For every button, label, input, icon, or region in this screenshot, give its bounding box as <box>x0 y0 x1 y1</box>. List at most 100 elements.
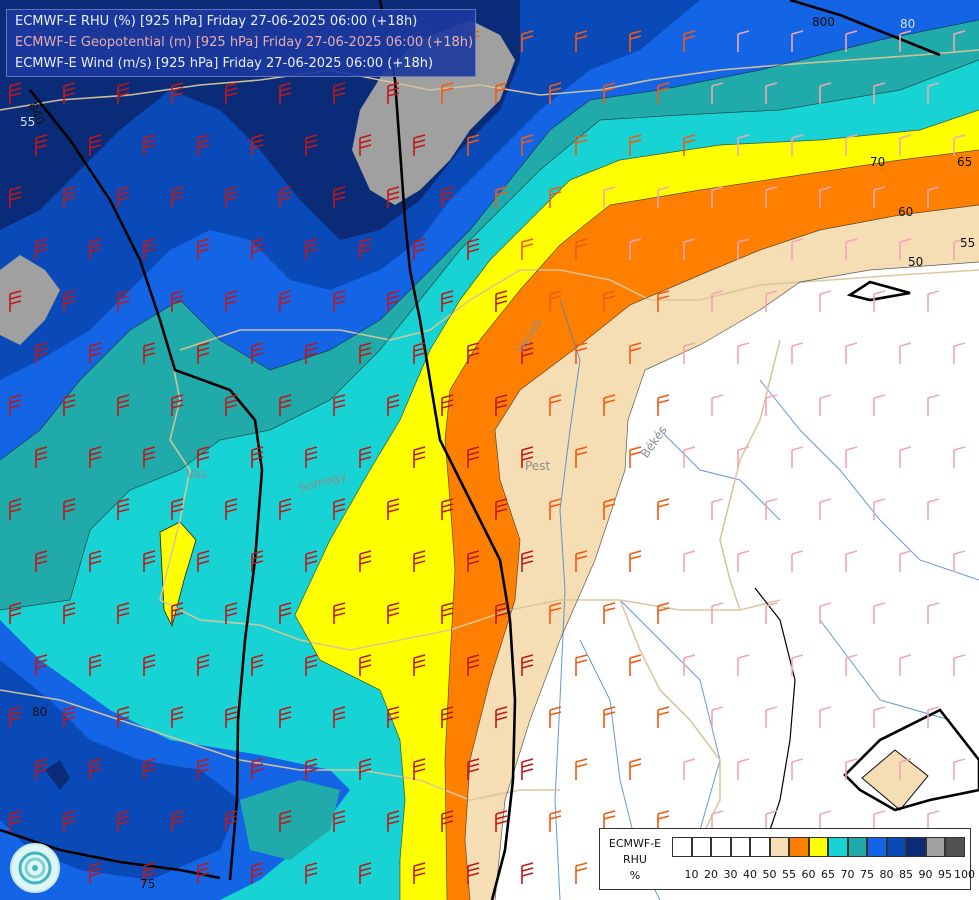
wind-barb <box>927 186 940 208</box>
wind-barb <box>657 602 670 624</box>
wind-barb <box>765 82 778 104</box>
legend-swatch <box>828 837 848 857</box>
legend-tick: 20 <box>704 868 718 881</box>
title-wind: ECMWF-E Wind (m/s) [925 hPa] Friday 27-0… <box>15 56 434 71</box>
wind-barb <box>575 238 588 260</box>
contour-label: 60 <box>898 205 913 219</box>
legend-swatch <box>906 837 926 857</box>
wind-barb <box>359 238 372 260</box>
wind-barb <box>845 550 858 572</box>
wind-barb <box>765 602 778 624</box>
wind-barb <box>467 550 480 572</box>
wind-barb <box>333 810 346 832</box>
contour-label: 50 <box>908 255 923 269</box>
wind-barb <box>413 134 426 156</box>
wind-barb <box>657 186 670 208</box>
wind-barb <box>495 394 508 416</box>
wind-barb <box>35 134 48 156</box>
rhu-fill-diamond <box>861 749 929 811</box>
wind-barb <box>333 82 346 104</box>
wind-barb <box>549 186 562 208</box>
wind-barb <box>629 238 642 260</box>
wind-barb <box>279 706 292 728</box>
wind-barb <box>495 810 508 832</box>
wind-barb <box>279 186 292 208</box>
wind-barb <box>9 290 22 312</box>
wind-barb <box>737 238 750 260</box>
wind-barb <box>549 810 562 832</box>
wind-barb <box>873 394 886 416</box>
wind-barb <box>441 602 454 624</box>
wind-barb <box>953 446 966 468</box>
wind-barb <box>251 134 264 156</box>
wind-barb <box>197 446 210 468</box>
wind-barb <box>225 394 238 416</box>
contour-label: 70 <box>870 155 885 169</box>
contour-label: 55 <box>20 115 35 129</box>
legend-variable: RHU <box>623 853 647 866</box>
geopotential-thin-line <box>754 587 796 861</box>
wind-barb <box>35 238 48 260</box>
wind-barb <box>791 550 804 572</box>
wind-barb <box>251 446 264 468</box>
wind-barb <box>737 654 750 676</box>
wind-barb <box>441 810 454 832</box>
wind-barb <box>143 654 156 676</box>
wind-barb <box>845 238 858 260</box>
wind-barb <box>791 134 804 156</box>
wind-barb <box>305 134 318 156</box>
wind-barb <box>845 654 858 676</box>
legend-swatch <box>808 837 828 857</box>
wind-barb <box>197 550 210 572</box>
wind-barb <box>575 862 588 884</box>
wind-barb <box>9 810 22 832</box>
wind-barb <box>521 862 534 884</box>
wind-barb <box>495 706 508 728</box>
wind-barb <box>9 602 22 624</box>
wind-barb <box>225 810 238 832</box>
wind-barb <box>441 186 454 208</box>
wind-barb <box>117 394 130 416</box>
wind-barb <box>765 394 778 416</box>
wind-barb <box>467 342 480 364</box>
wind-barb <box>495 82 508 104</box>
wind-barb <box>89 238 102 260</box>
wind-barb <box>333 706 346 728</box>
wind-barb <box>711 602 724 624</box>
wind-barb <box>9 498 22 520</box>
wind-barb <box>9 706 22 728</box>
wind-barb <box>171 394 184 416</box>
contour-label: 75 <box>140 877 155 891</box>
wind-barb <box>467 758 480 780</box>
wind-barb <box>629 134 642 156</box>
wind-barb <box>711 394 724 416</box>
wind-barb <box>225 186 238 208</box>
wind-barb <box>63 602 76 624</box>
legend-tick: 60 <box>801 868 816 881</box>
wind-barb <box>359 758 372 780</box>
wind-barb <box>819 706 832 728</box>
wind-barb <box>953 550 966 572</box>
wind-barb <box>657 706 670 728</box>
wind-barb <box>359 134 372 156</box>
wind-barb <box>495 602 508 624</box>
wind-barb <box>413 654 426 676</box>
wind-barb <box>791 758 804 780</box>
wind-barb <box>171 290 184 312</box>
wind-barb <box>197 342 210 364</box>
wind-barb <box>521 238 534 260</box>
wind-barb <box>495 290 508 312</box>
legend-tick: 70 <box>840 868 855 881</box>
wind-barb <box>549 602 562 624</box>
wind-barb <box>225 290 238 312</box>
wind-barb <box>575 446 588 468</box>
wind-barb <box>549 394 562 416</box>
wind-barb <box>359 862 372 884</box>
wind-barb <box>143 758 156 780</box>
wind-barb <box>899 342 912 364</box>
wind-barb <box>873 498 886 520</box>
wind-barb <box>225 602 238 624</box>
wind-barb <box>413 446 426 468</box>
wind-barb <box>305 238 318 260</box>
wind-barb <box>89 550 102 572</box>
